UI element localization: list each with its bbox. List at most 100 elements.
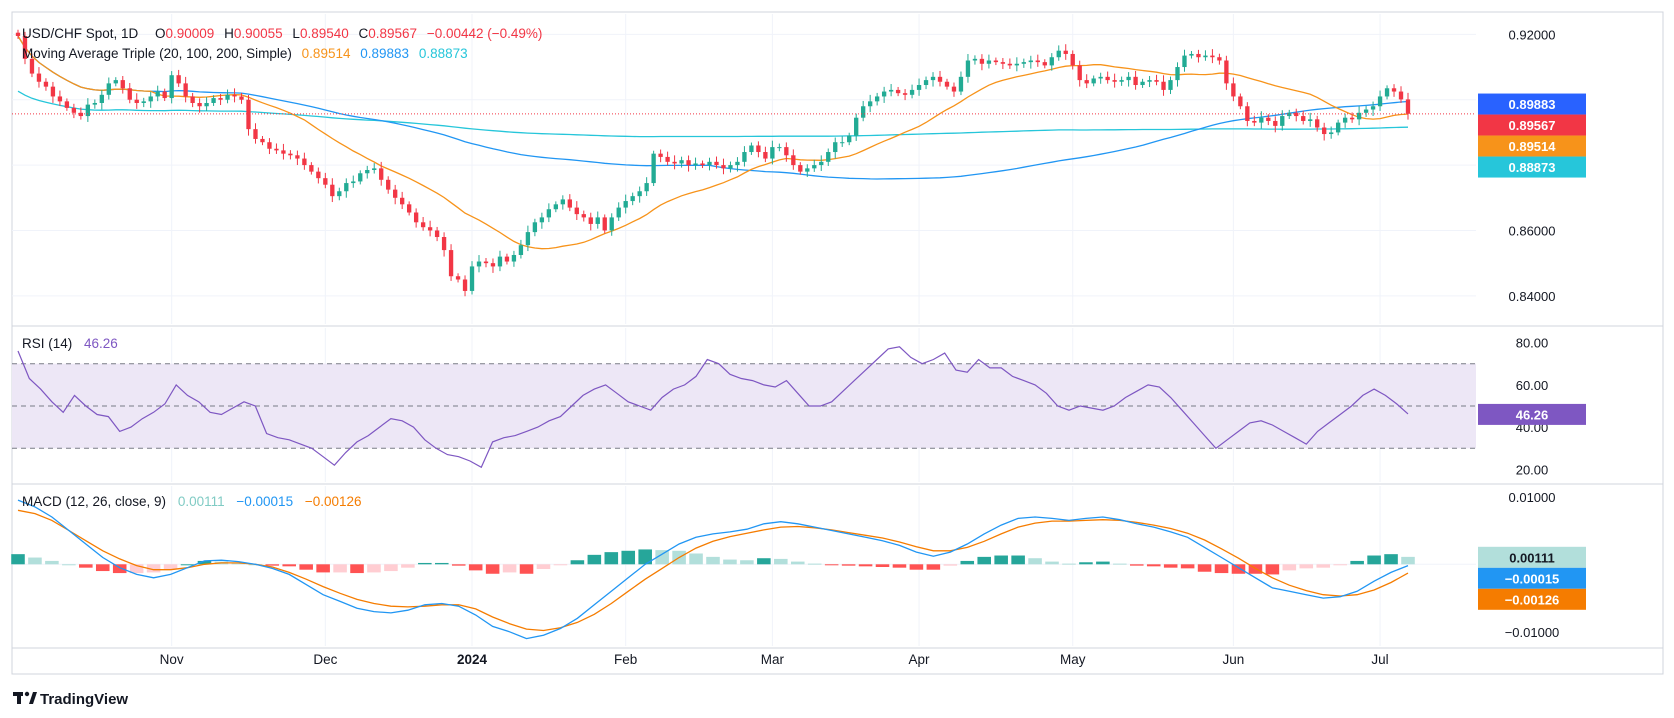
- candle[interactable]: [469, 261, 475, 295]
- candle[interactable]: [1356, 106, 1362, 126]
- candle[interactable]: [1301, 110, 1306, 125]
- candle[interactable]: [1398, 86, 1404, 103]
- candle[interactable]: [672, 155, 677, 170]
- candle[interactable]: [616, 202, 621, 221]
- candle[interactable]: [972, 55, 978, 65]
- symbol-title[interactable]: USD/CHF Spot, 1D: [22, 26, 139, 41]
- candle[interactable]: [448, 244, 454, 281]
- candle[interactable]: [1363, 105, 1369, 117]
- candle[interactable]: [1063, 44, 1068, 60]
- candle[interactable]: [1098, 72, 1103, 84]
- candle[interactable]: [840, 136, 845, 147]
- candle[interactable]: [1315, 115, 1320, 132]
- candle[interactable]: [441, 232, 447, 257]
- candle[interactable]: [553, 201, 559, 213]
- rsi-legend[interactable]: RSI (14) 46.26: [22, 336, 118, 351]
- candle[interactable]: [847, 132, 852, 146]
- candle[interactable]: [1077, 60, 1082, 87]
- candle[interactable]: [735, 157, 740, 172]
- candle[interactable]: [770, 140, 775, 165]
- candle[interactable]: [1014, 57, 1020, 72]
- candle[interactable]: [707, 157, 712, 171]
- candle[interactable]: [1119, 76, 1124, 86]
- candle[interactable]: [861, 100, 866, 122]
- candle[interactable]: [1280, 110, 1285, 131]
- candle[interactable]: [1126, 72, 1131, 87]
- candle[interactable]: [1049, 53, 1054, 71]
- candle[interactable]: [916, 78, 922, 96]
- candle[interactable]: [630, 192, 635, 206]
- candle[interactable]: [1342, 113, 1348, 128]
- candle[interactable]: [1252, 115, 1257, 127]
- candle[interactable]: [1042, 59, 1047, 69]
- candle[interactable]: [92, 99, 97, 109]
- candle[interactable]: [965, 54, 971, 83]
- candle[interactable]: [71, 103, 77, 119]
- candle[interactable]: [1370, 101, 1376, 116]
- candle[interactable]: [1287, 109, 1292, 120]
- candle[interactable]: [393, 184, 398, 205]
- candle[interactable]: [1217, 53, 1222, 65]
- tradingview-branding[interactable]: TradingView: [13, 691, 128, 708]
- candle[interactable]: [574, 201, 579, 221]
- candle[interactable]: [36, 67, 42, 88]
- candle[interactable]: [1259, 111, 1264, 129]
- candle[interactable]: [979, 54, 985, 71]
- candle[interactable]: [288, 150, 293, 160]
- candle[interactable]: [1266, 114, 1271, 126]
- candle[interactable]: [525, 225, 531, 252]
- candle[interactable]: [358, 170, 363, 185]
- candle[interactable]: [197, 98, 202, 113]
- candle[interactable]: [700, 160, 705, 169]
- candle[interactable]: [567, 194, 572, 212]
- candle[interactable]: [546, 203, 552, 223]
- candle[interactable]: [1391, 84, 1397, 97]
- candle[interactable]: [85, 98, 91, 122]
- candle[interactable]: [1203, 50, 1208, 61]
- candle[interactable]: [763, 146, 768, 163]
- candle[interactable]: [777, 143, 782, 152]
- candle[interactable]: [1070, 50, 1075, 70]
- candle[interactable]: [511, 250, 517, 267]
- candle[interactable]: [253, 123, 258, 144]
- candle[interactable]: [141, 97, 146, 108]
- candle[interactable]: [951, 82, 957, 97]
- candle[interactable]: [15, 29, 21, 39]
- candle[interactable]: [78, 107, 84, 120]
- candle[interactable]: [958, 71, 964, 96]
- candle[interactable]: [665, 151, 670, 166]
- candle[interactable]: [274, 143, 279, 154]
- candle[interactable]: [658, 149, 663, 163]
- candle[interactable]: [644, 177, 649, 196]
- candle[interactable]: [595, 211, 600, 229]
- candle[interactable]: [497, 250, 503, 272]
- candle[interactable]: [1084, 74, 1089, 89]
- candle[interactable]: [483, 257, 489, 268]
- macd-pane[interactable]: [11, 499, 1476, 640]
- candle[interactable]: [756, 141, 761, 158]
- candle[interactable]: [1238, 93, 1243, 110]
- candle[interactable]: [57, 90, 63, 107]
- candle[interactable]: [895, 86, 901, 97]
- candle[interactable]: [1384, 85, 1390, 100]
- candle[interactable]: [812, 159, 817, 172]
- candle[interactable]: [581, 210, 586, 222]
- candle[interactable]: [1021, 58, 1026, 68]
- candle[interactable]: [1245, 102, 1250, 127]
- candle[interactable]: [29, 53, 35, 78]
- candle[interactable]: [302, 152, 307, 170]
- candle[interactable]: [420, 217, 426, 231]
- candle[interactable]: [50, 81, 56, 103]
- candle[interactable]: [1154, 74, 1159, 86]
- candle[interactable]: [1112, 73, 1117, 88]
- candle[interactable]: [1210, 49, 1215, 64]
- candle[interactable]: [232, 88, 237, 103]
- candle[interactable]: [888, 84, 894, 97]
- candle[interactable]: [1168, 76, 1173, 95]
- candle[interactable]: [588, 212, 593, 231]
- candle[interactable]: [134, 93, 139, 109]
- macd-legend[interactable]: MACD (12, 26, close, 9) 0.00111 −0.00015…: [22, 494, 362, 509]
- candle[interactable]: [923, 76, 929, 90]
- candle[interactable]: [1007, 58, 1013, 69]
